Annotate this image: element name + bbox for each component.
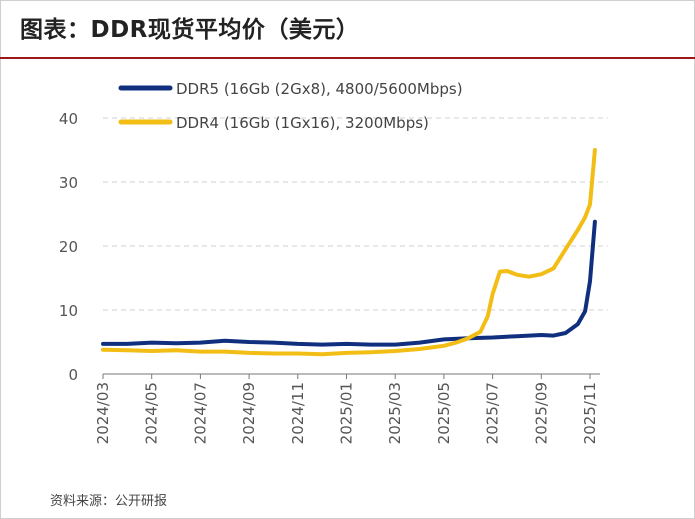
y-tick-label: 0 bbox=[68, 366, 78, 384]
y-tick-label: 10 bbox=[59, 302, 78, 320]
x-tick-label: 2025/09 bbox=[532, 382, 550, 444]
x-tick-label: 2025/01 bbox=[338, 382, 356, 444]
series-line-ddr4 bbox=[101, 148, 597, 357]
line-chart: 0 10 20 30 40 2024/03 2024/05 2024/07 2024/09 202… bbox=[59, 80, 608, 444]
series-lines bbox=[101, 148, 597, 357]
x-tick-label: 2025/11 bbox=[581, 382, 599, 444]
series-line-ddr5 bbox=[101, 219, 597, 347]
x-tick-label: 2025/07 bbox=[484, 382, 502, 444]
y-tick-label: 20 bbox=[59, 238, 78, 256]
x-tick-label: 2025/05 bbox=[435, 382, 453, 444]
chart-title: 图表：DDR现货平均价（美元） bbox=[20, 17, 360, 43]
x-tick-label: 2024/07 bbox=[191, 382, 209, 444]
legend-label-ddr5: DDR5 (16Gb (2Gx8), 4800/5600Mbps) bbox=[176, 80, 463, 98]
x-tick-label: 2025/03 bbox=[386, 382, 404, 444]
legend: DDR5 (16Gb (2Gx8), 4800/5600Mbps) DDR4 (1… bbox=[118, 80, 463, 132]
x-tick-label: 2024/03 bbox=[94, 382, 112, 444]
grid-lines bbox=[103, 117, 608, 311]
source-note: 资料来源：公开研报 bbox=[50, 494, 168, 509]
y-tick-label: 40 bbox=[59, 110, 78, 128]
title-divider bbox=[0, 57, 695, 59]
axes: 0 10 20 30 40 2024/03 2024/05 2024/07 2024/09 202… bbox=[59, 110, 600, 444]
x-tick-label: 2024/09 bbox=[240, 382, 258, 444]
legend-label-ddr4: DDR4 (16Gb (1Gx16), 3200Mbps) bbox=[176, 114, 429, 132]
x-tick-label: 2024/11 bbox=[289, 382, 307, 444]
x-tick-label: 2024/05 bbox=[143, 382, 161, 444]
y-tick-label: 30 bbox=[59, 174, 78, 192]
